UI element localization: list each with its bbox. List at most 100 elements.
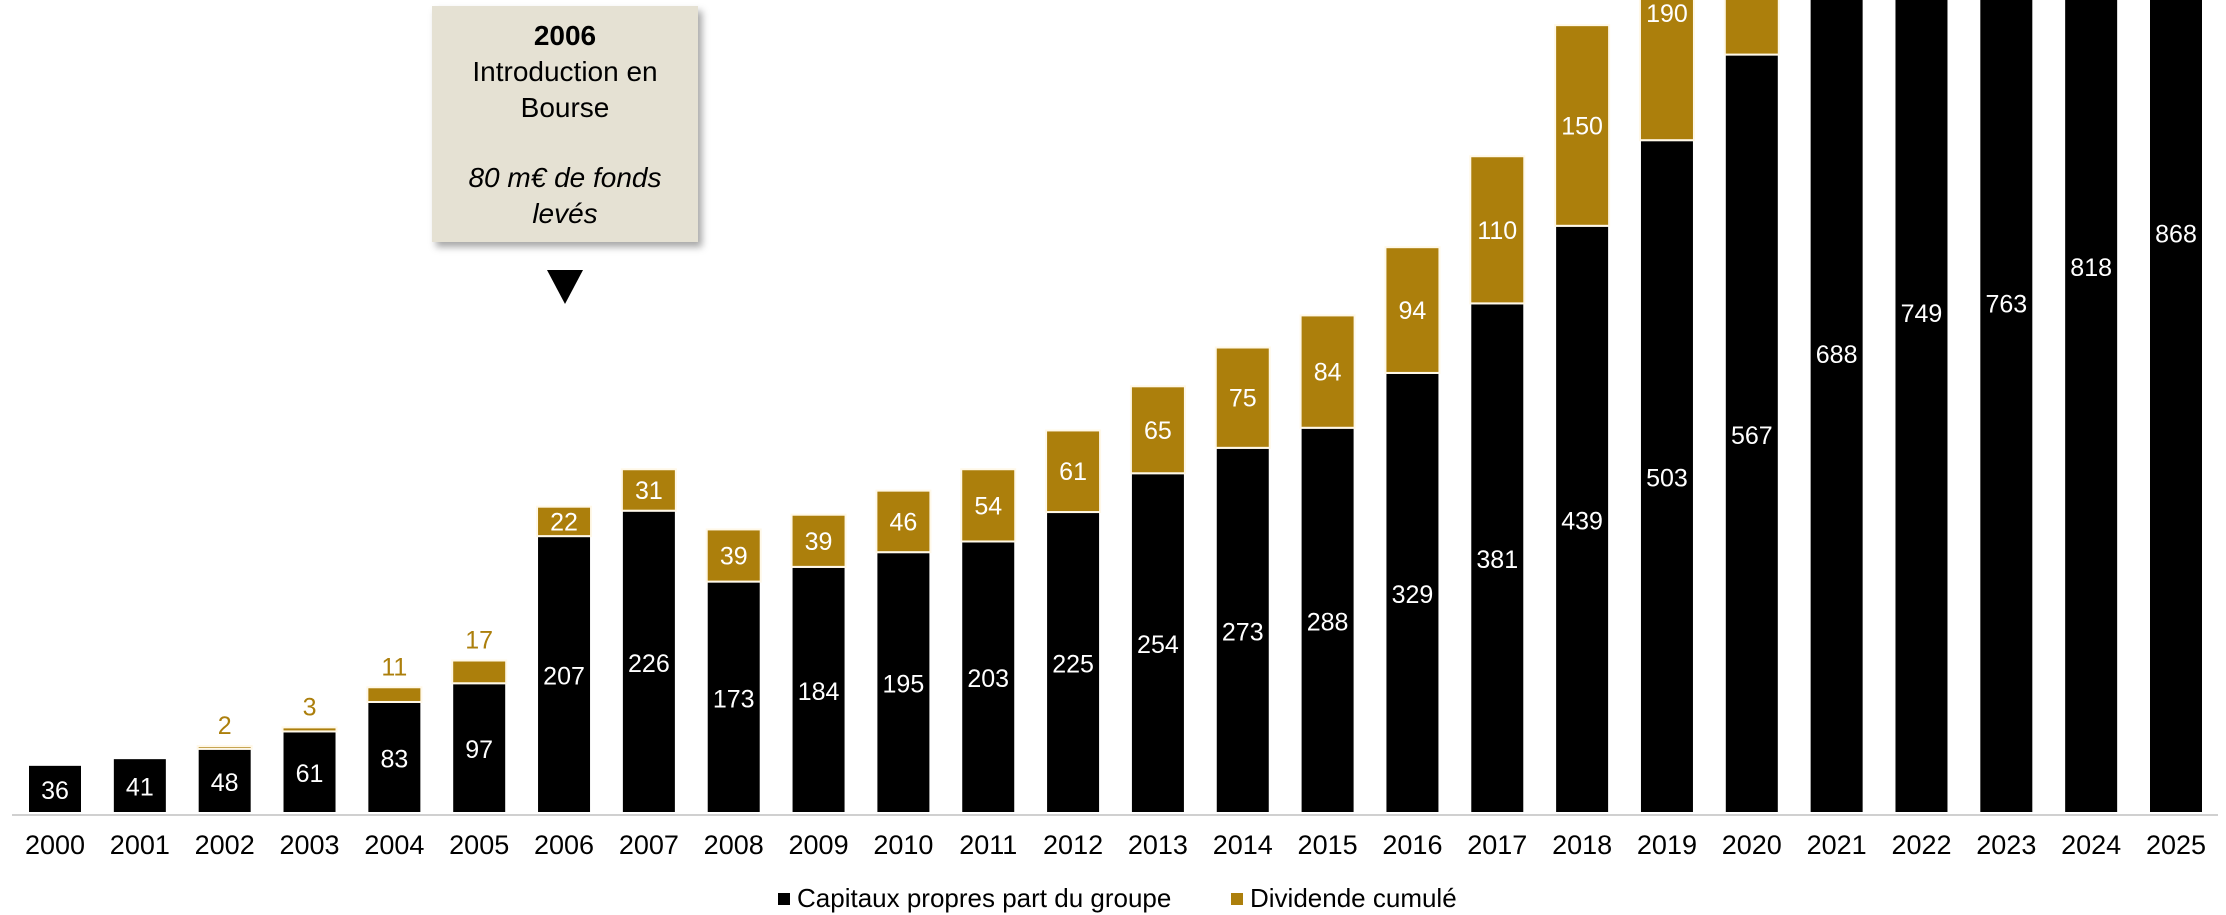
legend-capitaux-swatch — [778, 893, 790, 905]
x-tick-2013: 2013 — [1128, 830, 1188, 860]
x-tick-2005: 2005 — [449, 830, 509, 860]
bar-dividende-2015 — [1299, 314, 1356, 429]
bar-capitaux-2020 — [1723, 53, 1780, 814]
label-dividende-2004: 11 — [381, 653, 407, 681]
label-capitaux-2022: 749 — [1901, 300, 1943, 328]
label-capitaux-2020: 567 — [1731, 422, 1773, 450]
bar-dividende-2016 — [1384, 246, 1441, 374]
x-tick-2015: 2015 — [1298, 830, 1358, 860]
x-tick-2010: 2010 — [873, 830, 933, 860]
x-tick-2016: 2016 — [1382, 830, 1442, 860]
label-dividende-2012: 61 — [1059, 458, 1087, 486]
bar-dividende-2013 — [1129, 385, 1186, 475]
bar-dividende-2018 — [1554, 24, 1611, 227]
bar-capitaux-2009 — [790, 565, 847, 814]
bar-dividende-2010 — [875, 489, 932, 554]
label-capitaux-2014: 273 — [1222, 618, 1264, 646]
legend-dividende-label: Dividende cumulé — [1250, 883, 1457, 913]
bar-dividende-2009 — [790, 513, 847, 568]
x-tick-2025: 2025 — [2146, 830, 2206, 860]
bar-dividende-2017 — [1469, 155, 1526, 305]
label-capitaux-2007: 226 — [628, 650, 670, 678]
bar-dividende-2014 — [1214, 346, 1271, 449]
label-capitaux-2001: 41 — [126, 774, 154, 802]
label-capitaux-2024: 818 — [2070, 254, 2112, 282]
bar-capitaux-2017 — [1469, 302, 1526, 814]
label-capitaux-2013: 254 — [1137, 631, 1179, 659]
bar-capitaux-2001 — [111, 757, 168, 814]
label-capitaux-2004: 83 — [380, 745, 408, 773]
label-capitaux-2023: 763 — [1985, 291, 2027, 319]
x-tick-2024: 2024 — [2061, 830, 2121, 860]
label-dividende-2014: 75 — [1229, 385, 1257, 413]
annotation-arrow-icon — [547, 270, 583, 304]
bar-capitaux-2014 — [1214, 446, 1271, 814]
label-capitaux-2017: 381 — [1476, 546, 1518, 574]
label-capitaux-2008: 173 — [713, 685, 755, 713]
bar-capitaux-2016 — [1384, 371, 1441, 814]
label-dividende-2011: 54 — [974, 492, 1002, 520]
label-capitaux-2005: 97 — [465, 736, 493, 764]
label-dividende-2016: 94 — [1399, 297, 1427, 325]
bar-dividende-2007 — [620, 468, 677, 512]
bar-capitaux-2007 — [620, 509, 677, 814]
label-capitaux-2009: 184 — [798, 678, 840, 706]
x-tick-2019: 2019 — [1637, 830, 1697, 860]
label-capitaux-2018: 439 — [1561, 507, 1603, 535]
label-dividende-2007: 31 — [635, 477, 663, 505]
bar-dividende-2002 — [196, 745, 253, 750]
x-tick-2017: 2017 — [1467, 830, 1527, 860]
x-tick-2006: 2006 — [534, 830, 594, 860]
bar-dividende-2004 — [366, 686, 423, 703]
x-tick-2012: 2012 — [1043, 830, 1103, 860]
bar-dividende-2005 — [451, 659, 508, 685]
annotation-year: 2006 — [533, 20, 597, 51]
label-dividende-2006: 22 — [550, 508, 578, 536]
label-capitaux-2000: 36 — [41, 777, 69, 805]
label-capitaux-2016: 329 — [1392, 581, 1434, 609]
label-capitaux-2010: 195 — [883, 671, 925, 699]
bar-capitaux-2011 — [960, 540, 1017, 815]
bar-capitaux-2003 — [281, 730, 338, 814]
label-capitaux-2002: 48 — [211, 769, 239, 797]
x-tick-2008: 2008 — [704, 830, 764, 860]
x-tick-2018: 2018 — [1552, 830, 1612, 860]
x-tick-2023: 2023 — [1976, 830, 2036, 860]
bar-capitaux-2023 — [1978, 0, 2035, 814]
x-tick-2007: 2007 — [619, 830, 679, 860]
x-tick-2003: 2003 — [279, 830, 339, 860]
bar-capitaux-2010 — [875, 551, 932, 815]
legend-dividende-swatch — [1231, 893, 1243, 905]
label-capitaux-2025: 868 — [2155, 220, 2197, 248]
x-tick-2020: 2020 — [1722, 830, 1782, 860]
label-dividende-2003: 3 — [303, 693, 317, 721]
ipo-annotation-box: 2006 Introduction en Bourse 80 m€ de fon… — [432, 6, 698, 242]
label-dividende-2005: 17 — [465, 627, 493, 655]
x-tick-2022: 2022 — [1891, 830, 1951, 860]
label-capitaux-2011: 203 — [967, 665, 1009, 693]
annotation-event: Introduction en Bourse — [472, 56, 658, 123]
bar-capitaux-2015 — [1299, 426, 1356, 814]
bar-capitaux-2013 — [1129, 472, 1186, 814]
x-tick-2014: 2014 — [1213, 830, 1273, 860]
bar-capitaux-2008 — [705, 580, 762, 815]
label-dividende-2013: 65 — [1144, 417, 1172, 445]
label-capitaux-2021: 688 — [1816, 341, 1858, 369]
x-tick-2002: 2002 — [195, 830, 255, 860]
label-capitaux-2015: 288 — [1307, 608, 1349, 636]
bar-capitaux-2004 — [366, 700, 423, 814]
bar-dividende-2019 — [1638, 0, 1695, 142]
legend: Capitaux propres part du groupe Dividende… — [778, 883, 1457, 913]
label-dividende-2019: 190 — [1646, 0, 1688, 28]
legend-capitaux-label: Capitaux propres part du groupe — [797, 883, 1171, 913]
bar-capitaux-2025 — [2148, 0, 2204, 814]
x-tick-2004: 2004 — [364, 830, 424, 860]
bar-capitaux-2022 — [1893, 0, 1950, 815]
x-tick-2001: 2001 — [110, 830, 170, 860]
bar-capitaux-2024 — [2063, 0, 2120, 815]
label-dividende-2018: 150 — [1561, 112, 1603, 140]
bar-capitaux-2006 — [536, 535, 593, 815]
label-capitaux-2012: 225 — [1052, 651, 1094, 679]
bar-capitaux-2000 — [27, 763, 83, 814]
